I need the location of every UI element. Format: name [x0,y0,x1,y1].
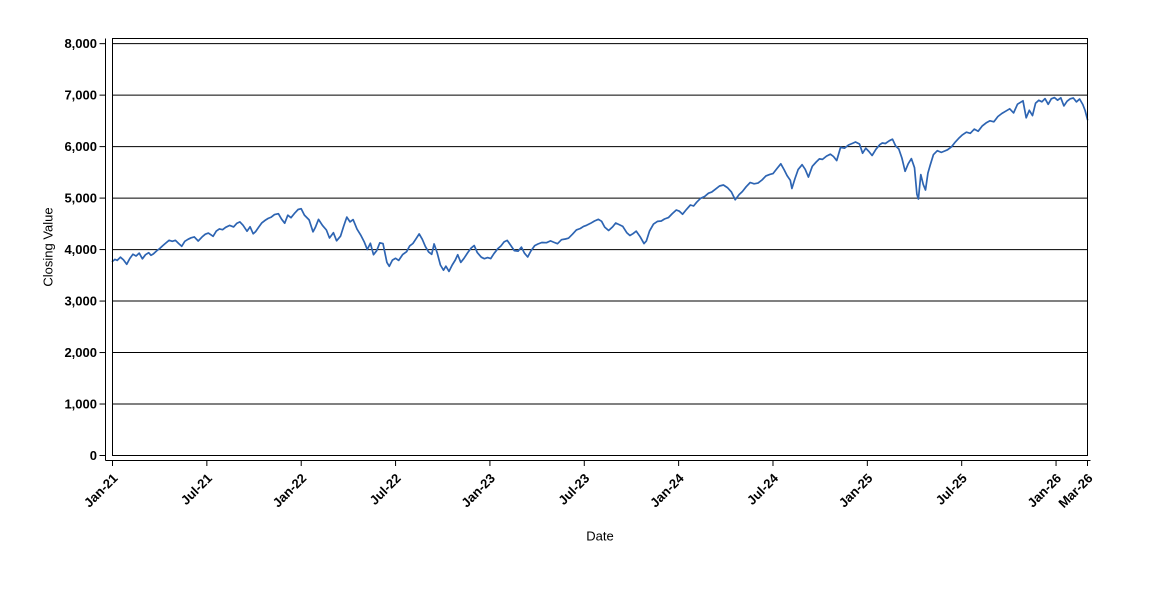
x-tick-label: Jul-25 [933,471,970,508]
x-tick-label: Jul-21 [178,471,215,508]
x-tick-label: Jul-24 [744,470,782,508]
y-tick-label: 8,000 [64,36,97,51]
y-tick-label: 1,000 [64,397,97,412]
y-tick-label: 4,000 [64,242,97,257]
x-tick-label: Jan-23 [458,471,498,511]
y-tick-label: 6,000 [64,139,97,154]
x-tick-label: Jan-21 [81,471,121,511]
y-axis-title: Closing Value [40,207,56,287]
y-tick-label: 7,000 [64,88,97,103]
x-tick-label: Jan-22 [270,471,310,511]
y-tick-label: 3,000 [64,294,97,309]
x-tick-label: Jul-23 [555,471,592,508]
y-tick-label: 0 [90,448,97,463]
y-tick-label: 2,000 [64,345,97,360]
x-tick-label: Jan-25 [836,471,876,511]
x-tick-label: Mar-26 [1055,471,1095,511]
plot-border [112,38,1088,456]
x-tick-label: Jul-22 [367,471,404,508]
x-tick-label: Jan-24 [647,470,687,510]
plot-area [112,38,1088,456]
closing-value-series-line [111,96,1089,273]
x-axis-title: Date [586,528,614,544]
y-tick-label: 5,000 [64,191,97,206]
